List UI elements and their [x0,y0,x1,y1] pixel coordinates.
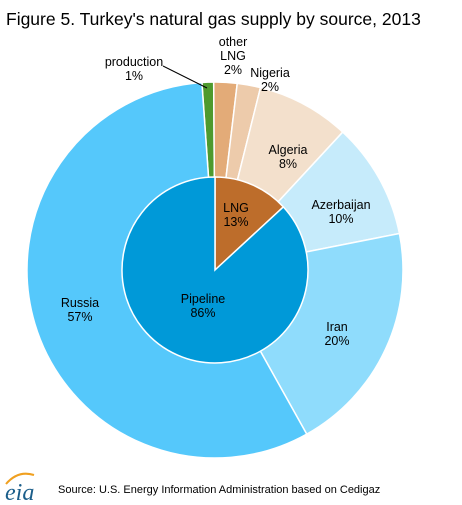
slice-labels: production 1% other LNG 2% Nigeria 2% Algeria 8%… [61,35,371,348]
label-lng: LNG 13% [223,201,249,229]
eia-logo-text: eia [5,480,34,505]
inner-slice-lng [214,176,285,272]
source-note: Source: U.S. Energy Information Administ… [58,484,380,496]
label-nigeria: Nigeria 2% [250,66,290,94]
label-pipeline: Pipeline 86% [181,292,226,320]
eia-logo: eia [5,472,34,505]
label-production: production 1% [105,55,163,83]
chart-title: Figure 5. Turkey's natural gas supply by… [6,9,421,29]
inner-ring [121,176,309,364]
label-algeria: Algeria 8% [269,143,308,171]
label-other-lng: other LNG 2% [219,35,248,77]
label-iran: Iran 20% [324,320,349,348]
inner-slice-pipeline [121,176,309,364]
label-russia: Russia 57% [61,296,99,324]
production-leader-line [162,65,208,89]
label-azerbaijan: Azerbaijan 10% [311,198,370,226]
